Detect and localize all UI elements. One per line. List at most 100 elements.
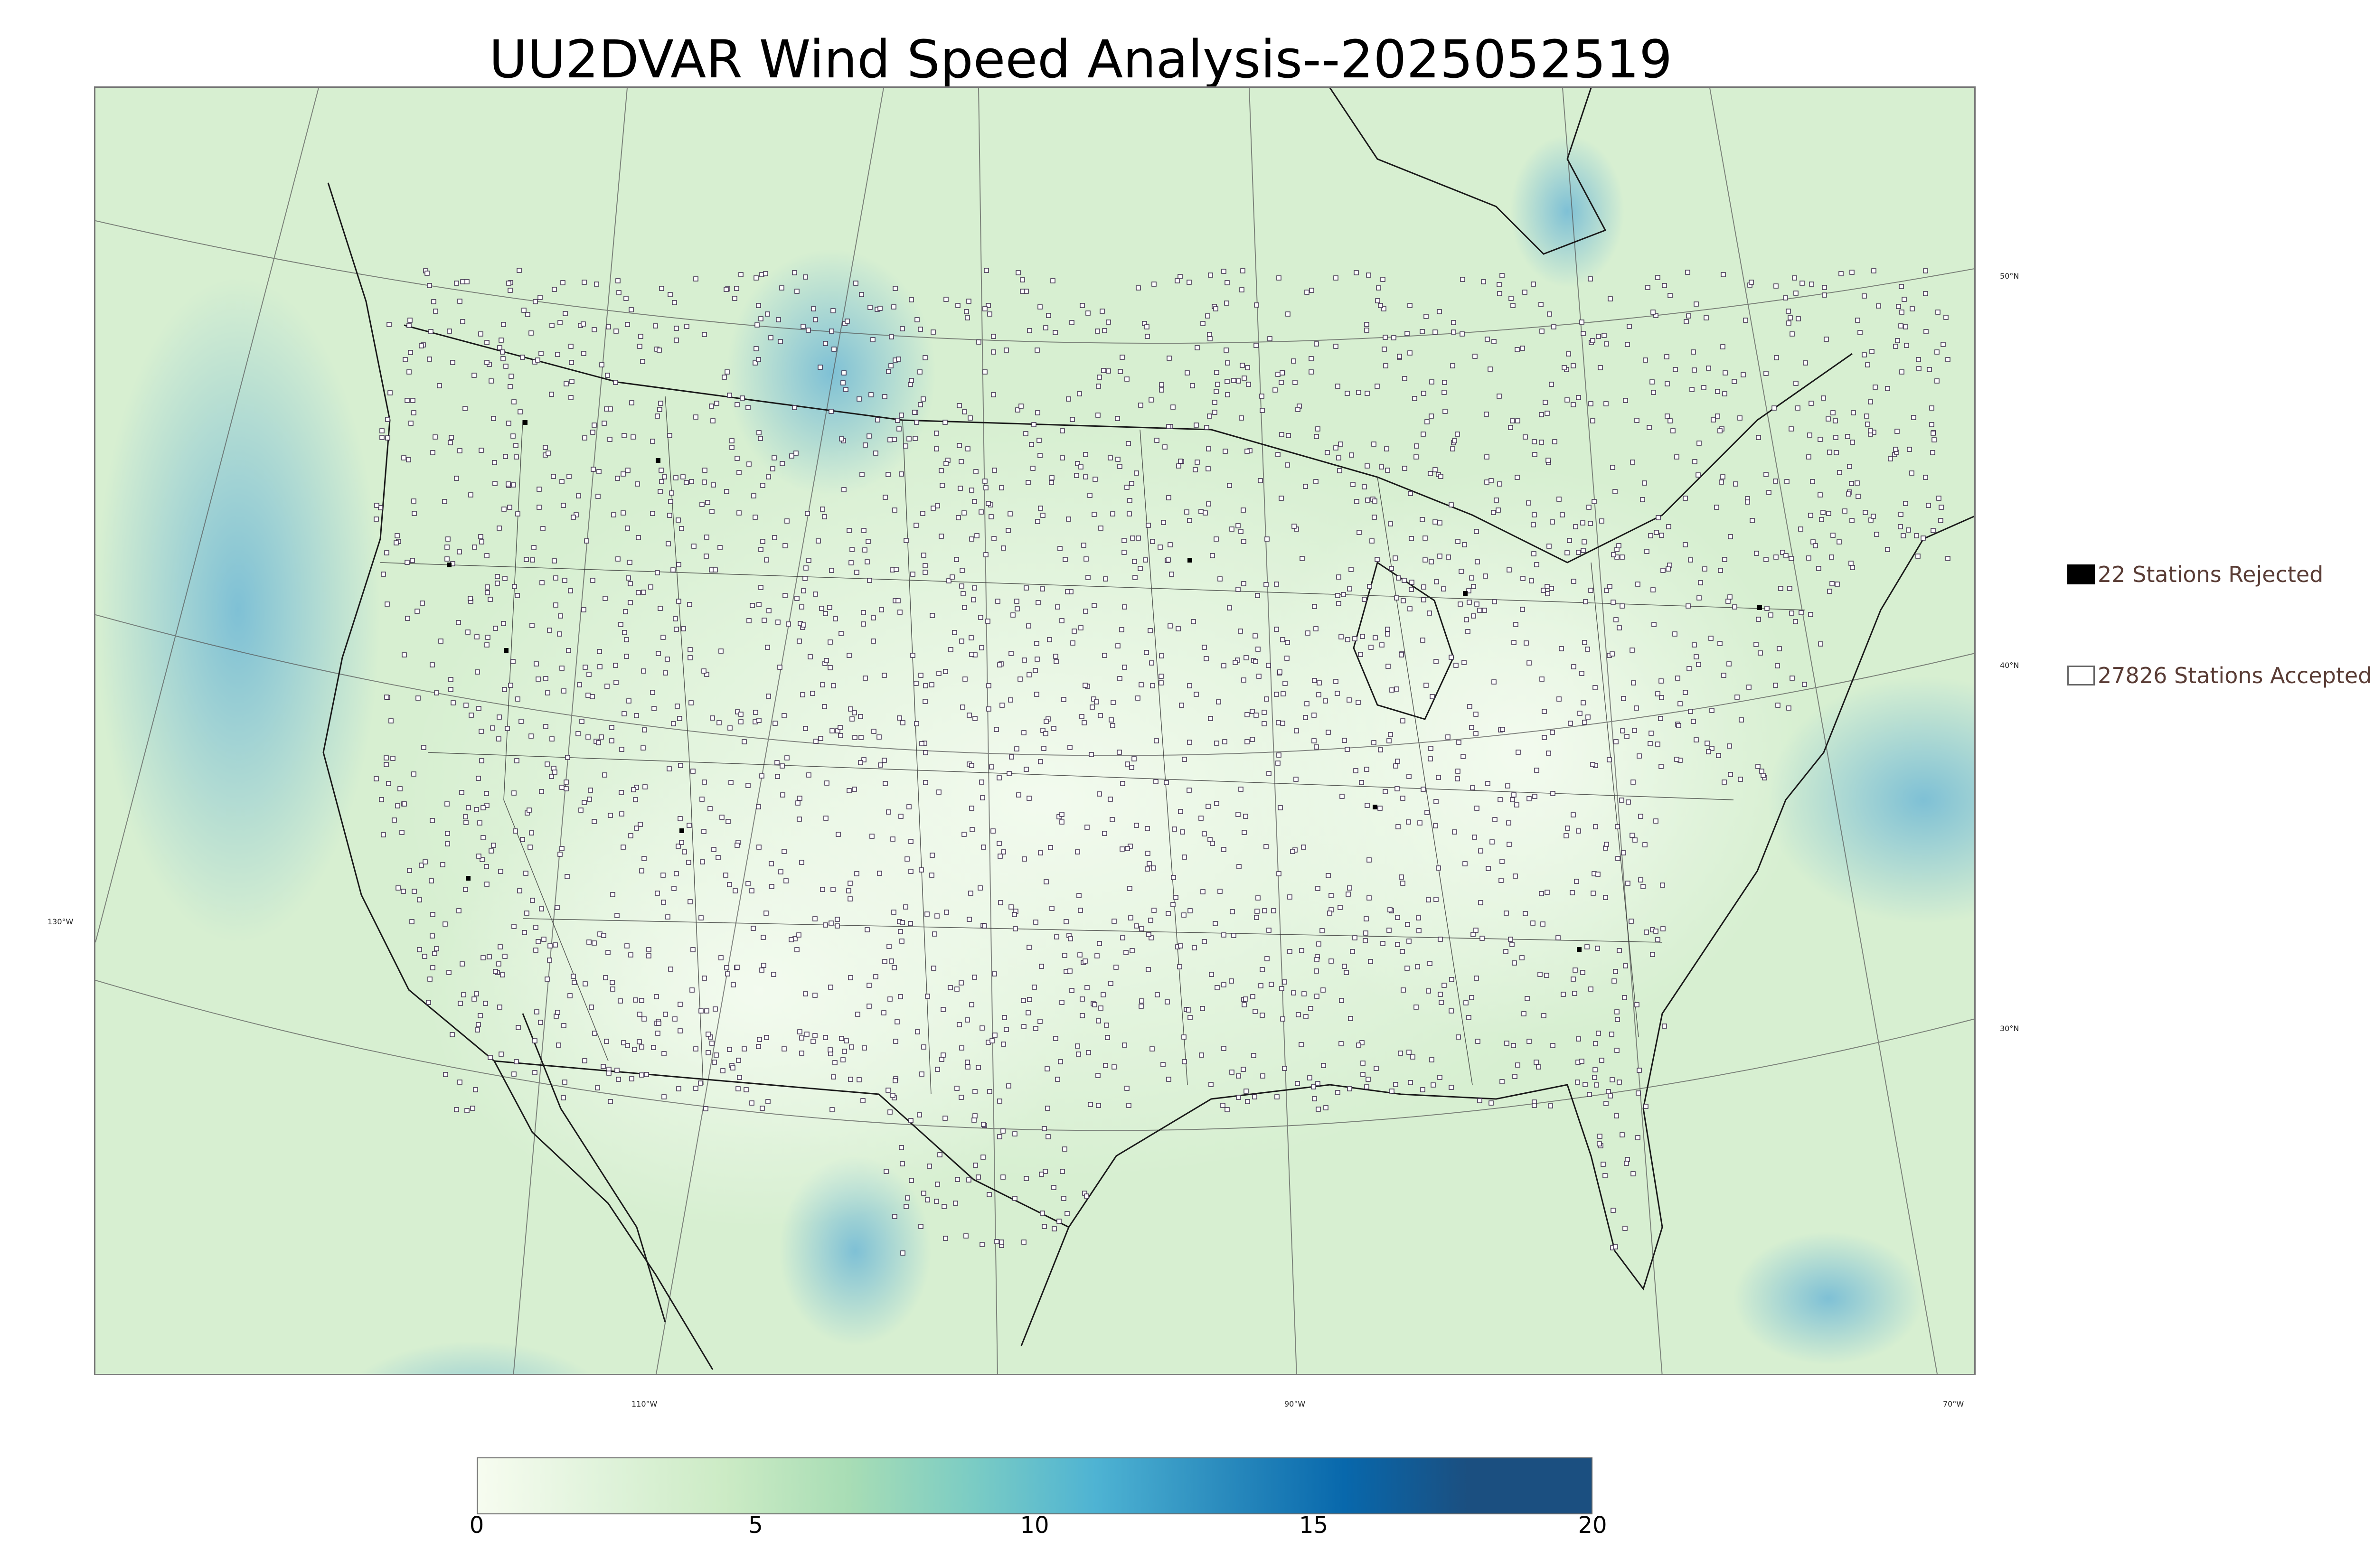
accepted-station: [931, 329, 936, 335]
accepted-station: [852, 735, 857, 740]
accepted-station: [979, 509, 984, 515]
accepted-station: [749, 888, 754, 893]
accepted-station: [1229, 526, 1234, 532]
accepted-station: [897, 715, 902, 721]
accepted-station: [1734, 695, 1740, 700]
accepted-station: [1311, 713, 1317, 718]
accepted-station: [1450, 363, 1455, 368]
accepted-station: [1637, 1068, 1642, 1073]
accepted-station: [848, 706, 853, 712]
accepted-station: [1024, 1176, 1029, 1181]
accepted-station: [676, 517, 681, 523]
accepted-station: [1592, 499, 1597, 504]
accepted-station: [484, 882, 490, 887]
accepted-station: [1692, 459, 1697, 464]
accepted-station: [1421, 584, 1426, 590]
accepted-station: [782, 713, 787, 718]
accepted-station: [1202, 939, 1207, 944]
accepted-station: [1253, 659, 1258, 664]
accepted-station: [1229, 1070, 1234, 1075]
accepted-station: [882, 959, 887, 964]
accepted-station: [1208, 1082, 1214, 1087]
accepted-station: [892, 437, 897, 442]
accepted-station: [1014, 599, 1019, 604]
accepted-station: [688, 647, 693, 652]
accepted-station: [1046, 313, 1051, 318]
accepted-station: [502, 687, 507, 692]
accepted-station: [678, 1002, 683, 1007]
accepted-station: [1311, 738, 1317, 743]
accepted-station: [1254, 909, 1260, 914]
accepted-station: [1244, 739, 1250, 744]
accepted-station: [1798, 526, 1803, 532]
accepted-station: [1576, 550, 1581, 555]
accepted-station: [1151, 282, 1157, 287]
state-border: [1377, 477, 1473, 1085]
accepted-station: [1161, 520, 1166, 525]
accepted-station: [471, 373, 477, 378]
accepted-station: [1303, 1014, 1309, 1019]
accepted-station: [1304, 701, 1309, 706]
accepted-station: [1885, 547, 1890, 552]
accepted-station: [1421, 787, 1426, 792]
accepted-station: [1610, 465, 1615, 470]
accepted-station: [801, 622, 806, 628]
accepted-station: [1352, 636, 1357, 641]
accepted-station: [711, 847, 716, 852]
accepted-station: [1732, 604, 1737, 610]
accepted-station: [428, 329, 433, 334]
accepted-station: [1473, 712, 1479, 717]
accepted-station: [1026, 480, 1031, 485]
accepted-station: [830, 887, 836, 892]
accepted-station: [402, 801, 407, 807]
accepted-station: [994, 1239, 999, 1244]
accepted-station: [469, 713, 474, 718]
accepted-station: [408, 421, 414, 426]
accepted-station: [688, 899, 693, 904]
accepted-station: [668, 967, 673, 972]
accepted-station: [893, 286, 898, 291]
accepted-station: [1327, 911, 1332, 916]
accepted-station: [1377, 806, 1383, 811]
accepted-station: [920, 511, 925, 516]
accepted-station: [677, 716, 682, 721]
accepted-station: [502, 576, 508, 581]
accepted-station: [942, 1116, 948, 1121]
accepted-station: [1217, 889, 1223, 894]
accepted-station: [603, 975, 608, 980]
accepted-station: [1372, 498, 1377, 504]
accepted-station: [395, 803, 400, 808]
accepted-station: [1521, 1011, 1526, 1016]
accepted-station: [1888, 456, 1893, 461]
accepted-station: [1313, 626, 1319, 631]
accepted-station: [969, 763, 974, 768]
accepted-station: [804, 1032, 810, 1037]
accepted-station: [1126, 441, 1131, 446]
accepted-station: [995, 599, 1000, 604]
accepted-station: [1893, 447, 1898, 452]
accepted-station: [1383, 363, 1388, 368]
accepted-station: [1253, 343, 1259, 348]
accepted-station: [917, 1112, 922, 1117]
accepted-station: [698, 1080, 703, 1086]
accepted-station: [1275, 452, 1281, 457]
accepted-station: [518, 409, 523, 414]
accepted-station: [1592, 685, 1598, 690]
accepted-station: [1095, 413, 1101, 418]
accepted-station: [1240, 268, 1245, 273]
accepted-station: [930, 853, 935, 858]
accepted-station: [1307, 1075, 1312, 1080]
accepted-station: [1790, 331, 1795, 337]
accepted-station: [1602, 333, 1607, 338]
accepted-station: [419, 343, 424, 348]
accepted-station: [966, 1177, 971, 1183]
accepted-station: [1702, 566, 1707, 572]
accepted-station: [1180, 829, 1185, 835]
lon-label-90: 90°W: [1284, 1399, 1306, 1408]
accepted-station: [1945, 357, 1950, 362]
accepted-station: [699, 502, 705, 507]
accepted-station: [623, 296, 629, 301]
accepted-station: [641, 856, 647, 861]
accepted-station: [678, 763, 683, 768]
wind-speed-map[interactable]: [94, 86, 1976, 1375]
